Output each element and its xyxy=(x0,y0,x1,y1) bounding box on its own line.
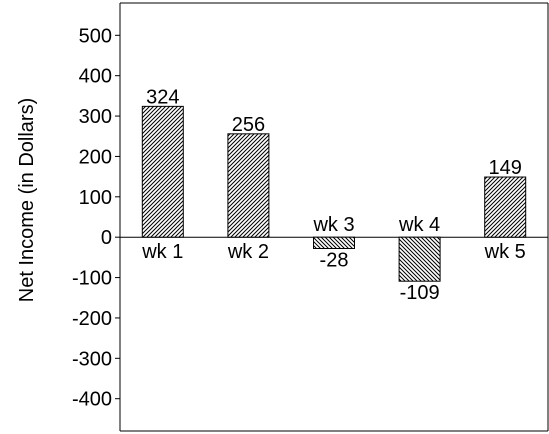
data-label: 256 xyxy=(232,114,265,136)
y-tick-label: -100 xyxy=(72,268,112,290)
labels: 500 400 300 200 100 0 -100 -200 -300 -400 wk 1 324 w… xyxy=(72,25,526,410)
y-tick-label: -300 xyxy=(72,348,112,370)
y-tick-label: 0 xyxy=(101,227,112,249)
data-label: -28 xyxy=(320,249,349,271)
x-tick-label: wk 5 xyxy=(484,241,526,263)
bar xyxy=(398,236,441,282)
y-tick-label: 200 xyxy=(79,146,112,168)
y-tick-label: 300 xyxy=(79,106,112,128)
y-tick-label: 400 xyxy=(79,66,112,88)
y-tick-label: -200 xyxy=(72,308,112,330)
y-tick-label: -400 xyxy=(72,389,112,411)
bar xyxy=(313,236,355,249)
data-label: -109 xyxy=(400,282,440,304)
data-label: 324 xyxy=(146,86,179,108)
x-tick-label: wk 1 xyxy=(141,241,183,263)
x-tick-label: wk 3 xyxy=(312,214,354,236)
bar xyxy=(141,105,184,238)
bar xyxy=(484,176,527,238)
data-label: 149 xyxy=(489,157,522,179)
y-tick-label: 500 xyxy=(79,25,112,47)
y-axis-label: Net Income (in Dollars) xyxy=(16,98,38,303)
y-tick-label: 100 xyxy=(79,187,112,209)
x-tick-label: wk 2 xyxy=(227,241,269,263)
bars xyxy=(141,105,527,282)
bar xyxy=(227,133,270,238)
x-tick-label: wk 4 xyxy=(398,214,440,236)
